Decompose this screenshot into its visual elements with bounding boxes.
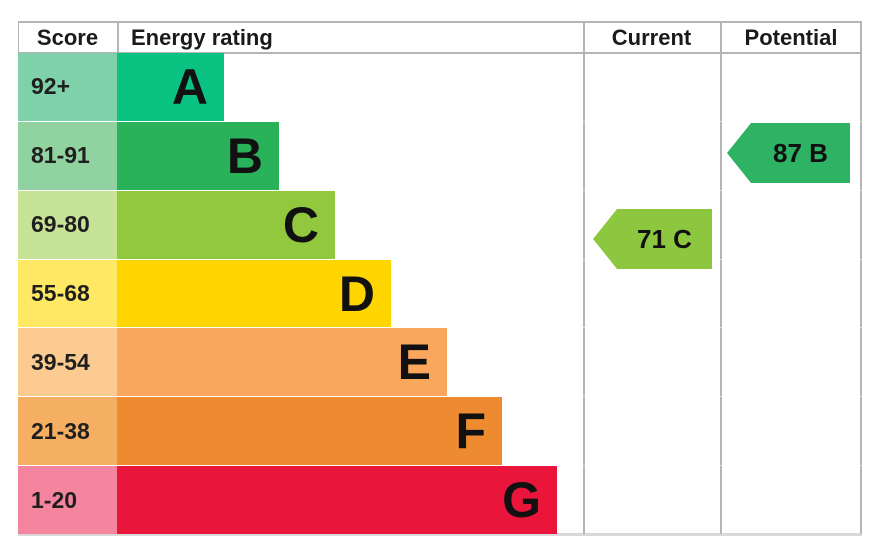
potential-column-divider xyxy=(720,21,722,534)
band-bar-b: B xyxy=(117,121,279,190)
rating-bands: 92+ A 81-91 B 69-80 C 55-68 D 39-54 xyxy=(18,53,862,535)
band-row-d: 55-68 D xyxy=(18,259,862,329)
score-range: 1-20 xyxy=(18,466,117,535)
potential-rating-label: 87 B xyxy=(773,137,828,168)
score-range: 69-80 xyxy=(18,190,117,259)
band-bar-g: G xyxy=(117,466,557,535)
score-range: 39-54 xyxy=(18,328,117,397)
header-left-border xyxy=(18,21,19,53)
band-bar-e: E xyxy=(117,328,447,397)
band-letter: G xyxy=(502,472,541,529)
band-bar-c: C xyxy=(117,190,335,259)
band-row-b: 81-91 B xyxy=(18,121,862,191)
band-row-g: 1-20 G xyxy=(18,466,862,535)
band-row-a: 92+ A xyxy=(18,53,862,122)
score-range: 55-68 xyxy=(18,259,117,328)
table-top-border xyxy=(18,21,862,23)
current-rating-arrow: 71 C xyxy=(593,209,712,269)
band-bar-f: F xyxy=(117,397,502,466)
band-bar-a: A xyxy=(117,53,224,121)
score-column-divider xyxy=(117,21,119,53)
table-bottom-border xyxy=(18,533,862,536)
score-range: 92+ xyxy=(18,53,117,121)
current-column-divider xyxy=(583,21,585,534)
potential-column-header: Potential xyxy=(744,24,838,50)
band-bar-d: D xyxy=(117,259,391,328)
band-letter: D xyxy=(338,265,375,322)
current-column-header: Current xyxy=(611,24,692,50)
table-right-border xyxy=(860,21,862,534)
table-header-row: Score Energy rating Current Potential xyxy=(18,22,862,53)
band-row-e: 39-54 E xyxy=(18,328,862,398)
header-bottom-border xyxy=(18,52,862,54)
band-row-f: 21-38 F xyxy=(18,397,862,467)
score-range: 81-91 xyxy=(18,121,117,190)
band-letter: C xyxy=(282,196,319,253)
score-column-header: Score xyxy=(36,24,99,50)
current-rating-label: 71 C xyxy=(637,223,692,254)
band-letter: F xyxy=(455,403,486,460)
energy-rating-column-header: Energy rating xyxy=(131,24,273,50)
band-letter: A xyxy=(171,58,208,115)
band-row-c: 69-80 C xyxy=(18,190,862,260)
band-letter: B xyxy=(226,127,263,184)
score-range: 21-38 xyxy=(18,397,117,466)
potential-rating-arrow: 87 B xyxy=(727,123,850,183)
band-letter: E xyxy=(397,334,431,391)
